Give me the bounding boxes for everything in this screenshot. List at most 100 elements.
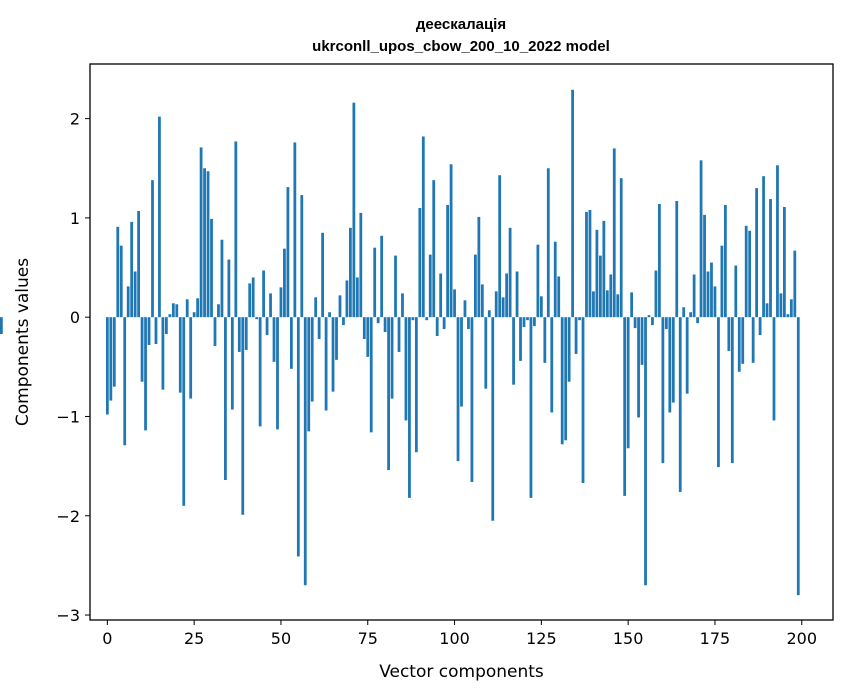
bar-172 xyxy=(703,214,706,318)
bar-158 xyxy=(654,270,658,318)
bar-146 xyxy=(612,148,616,318)
bar-167 xyxy=(685,317,689,394)
bar-177 xyxy=(720,245,724,318)
bar-133 xyxy=(567,317,571,382)
bar-77 xyxy=(373,247,377,318)
bar-14 xyxy=(154,317,158,344)
bar-31 xyxy=(213,317,217,346)
bar-71 xyxy=(352,102,356,318)
bar-41 xyxy=(248,283,252,318)
chart-title: деескалація xyxy=(416,16,506,33)
x-tick-label-200: 200 xyxy=(786,629,817,648)
bar-23 xyxy=(185,299,189,318)
bar-190 xyxy=(765,303,769,318)
bar-10 xyxy=(140,317,144,382)
bar-4 xyxy=(119,245,123,318)
bar-86 xyxy=(404,317,408,421)
y-axis: −3 −2 −1 0 1 2 xyxy=(56,110,90,625)
bar-129 xyxy=(553,241,557,318)
bar-109 xyxy=(484,317,488,389)
x-axis: 0 25 50 75 100 125 150 175 200 xyxy=(102,620,817,648)
bar-162 xyxy=(668,317,672,413)
bar-58 xyxy=(307,317,311,432)
bar-179 xyxy=(727,317,731,351)
bar-53 xyxy=(289,317,293,369)
bar-19 xyxy=(171,303,175,318)
bar-67 xyxy=(338,295,342,318)
bar-13 xyxy=(151,180,154,318)
bar-99 xyxy=(449,164,453,318)
bar-36 xyxy=(230,317,234,410)
bar-38 xyxy=(237,317,241,352)
bar-160 xyxy=(661,317,665,464)
bar-82 xyxy=(390,317,394,399)
bar-183 xyxy=(741,317,745,364)
bar-62 xyxy=(321,232,325,318)
bar-134 xyxy=(571,89,574,318)
bar-98 xyxy=(446,204,449,318)
bar-184 xyxy=(744,225,748,318)
x-tick-label-25: 25 xyxy=(184,629,204,648)
bar-186 xyxy=(751,317,755,363)
bar-140 xyxy=(592,291,595,318)
bar-64 xyxy=(328,312,331,318)
bar-21 xyxy=(178,317,182,393)
bar-112 xyxy=(494,291,498,318)
x-tick-label-100: 100 xyxy=(439,629,470,648)
bar-51 xyxy=(283,248,286,318)
bar-182 xyxy=(737,317,741,372)
bar-93 xyxy=(428,254,432,318)
bar-151 xyxy=(630,292,634,318)
bar-104 xyxy=(467,317,470,330)
bar-75 xyxy=(366,317,370,357)
bar-61 xyxy=(317,317,321,340)
bar-165 xyxy=(678,317,682,492)
bar-137 xyxy=(581,317,585,483)
bar-5 xyxy=(123,317,127,446)
bars-group xyxy=(0,89,800,596)
bar-176 xyxy=(717,317,720,468)
bar-40 xyxy=(244,317,248,350)
bar-48 xyxy=(272,317,276,362)
bar-139 xyxy=(588,209,592,318)
bar-101 xyxy=(456,317,460,462)
bar-171 xyxy=(699,160,703,318)
bar-125 xyxy=(539,296,543,318)
bar-185 xyxy=(748,230,752,318)
bar-100 xyxy=(453,289,456,318)
bar-63 xyxy=(324,317,328,411)
bar-72 xyxy=(355,277,359,318)
bar-120 xyxy=(522,317,526,328)
bar-45 xyxy=(262,270,265,318)
bar-24 xyxy=(189,317,193,399)
bar-96 xyxy=(439,273,443,318)
bar-73 xyxy=(359,212,363,318)
bar-103 xyxy=(463,300,467,318)
bar-157 xyxy=(651,317,654,326)
bar-32 xyxy=(217,304,220,318)
bar-0 xyxy=(105,317,109,415)
bar-74 xyxy=(362,317,366,340)
bar-198 xyxy=(793,250,797,318)
bar-156 xyxy=(647,315,651,318)
bar-35 xyxy=(227,259,231,318)
bar-132 xyxy=(564,317,568,441)
x-tick-label-150: 150 xyxy=(613,629,644,648)
y-tick-label--1: −1 xyxy=(56,407,80,426)
bar-106 xyxy=(474,254,477,318)
bar-116 xyxy=(508,227,512,318)
bar-173 xyxy=(706,271,710,318)
bar-81 xyxy=(387,317,390,471)
bar-174 xyxy=(710,262,713,318)
bar-119 xyxy=(519,317,522,361)
bar-84 xyxy=(397,317,401,352)
bar-187 xyxy=(755,188,759,318)
bar-164 xyxy=(675,201,679,318)
bar-49 xyxy=(276,317,279,430)
bar-159 xyxy=(658,203,661,318)
bar-124 xyxy=(536,244,540,318)
bar-44 xyxy=(258,317,262,427)
bar-175 xyxy=(713,286,717,318)
x-tick-label-125: 125 xyxy=(526,629,557,648)
